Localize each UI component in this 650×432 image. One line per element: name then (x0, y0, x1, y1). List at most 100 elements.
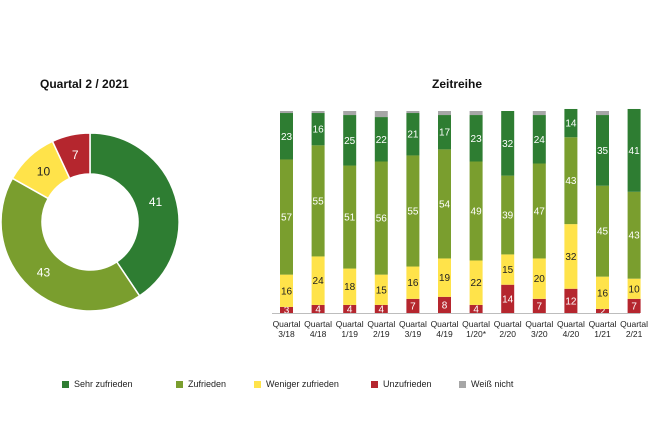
legend-swatch (254, 380, 261, 388)
bar-segment (406, 298, 420, 313)
bar-value-label: 20 (534, 274, 546, 285)
bar-value-label: 55 (313, 196, 325, 207)
bar-segment (564, 224, 578, 289)
legend: Sehr zufrieden Zufrieden Weniger zufried… (0, 379, 650, 393)
bar-segment (343, 111, 357, 116)
donut-slice-label: 41 (149, 195, 163, 209)
x-tick-label: Quartal (273, 319, 301, 329)
bar-segment (469, 161, 483, 261)
bar-value-label: 39 (502, 211, 514, 222)
bar-segment (532, 111, 546, 116)
x-tick-label: Quartal (367, 319, 395, 329)
x-tick-label: 1/19 (341, 329, 358, 339)
bar-value-label: 4 (347, 304, 353, 315)
x-tick-label: 2/19 (373, 329, 390, 339)
donut-slice (0, 177, 141, 312)
bar-segment (280, 113, 293, 160)
legend-swatch (459, 380, 466, 388)
bar-segment (532, 258, 546, 299)
donut-slice-label: 7 (72, 148, 79, 162)
bar-segment (564, 108, 578, 138)
bar-value-label: 23 (471, 134, 483, 145)
bar-value-label: 24 (534, 135, 546, 146)
bar-segment (406, 155, 420, 267)
bar-value-label: 16 (597, 288, 609, 299)
legend-item-zufrieden: Zufrieden (176, 379, 226, 389)
donut-chart: 41 43 10 7 (0, 132, 180, 312)
x-tick-label: Quartal (431, 319, 459, 329)
x-tick-label: Quartal (525, 319, 553, 329)
legend-item-weniger-zufrieden: Weniger zufrieden (254, 379, 339, 389)
bar-segment (311, 113, 325, 146)
bar-segment (343, 115, 357, 166)
legend-item-unzufrieden: Unzufrieden (371, 379, 432, 389)
bar-segment (311, 256, 325, 305)
bar-value-label: 47 (534, 206, 546, 217)
bar-value-label: 10 (629, 284, 641, 295)
bar-value-label: 41 (629, 146, 641, 157)
donut-slice-label: 10 (37, 165, 51, 179)
x-tick-label: 4/18 (310, 329, 327, 339)
x-tick-label: 3/19 (405, 329, 422, 339)
bar-value-label: 45 (597, 227, 609, 238)
bar-segment (406, 111, 420, 114)
x-tick-label: 2/20 (499, 329, 516, 339)
bar-segment (406, 266, 420, 299)
bar-value-label: 19 (439, 273, 451, 284)
x-tick-label: 2/21 (626, 329, 643, 339)
bar-segment (311, 111, 325, 114)
bar-value-label: 7 (631, 301, 637, 312)
bar-segment (280, 111, 293, 114)
bar-segment (501, 111, 515, 176)
bar-value-label: 22 (376, 135, 388, 146)
stacked-bar-chart: 3165723Quartal3/184245516Quartal4/184185… (272, 108, 648, 339)
x-tick-label: Quartal (557, 319, 585, 329)
bar-value-label: 14 (565, 119, 577, 130)
bar-segment (627, 278, 641, 299)
bar-segment (596, 111, 609, 116)
bar-value-label: 7 (410, 301, 416, 312)
bar-value-label: 35 (597, 146, 609, 157)
bar-value-label: 12 (565, 296, 577, 307)
bar-value-label: 4 (315, 304, 321, 315)
bar-value-label: 24 (313, 276, 325, 287)
bar-segment (627, 108, 641, 192)
legend-label: Sehr zufrieden (74, 379, 133, 389)
legend-label: Zufrieden (188, 379, 227, 389)
bar-segment (627, 298, 641, 313)
bar-value-label: 51 (344, 213, 356, 224)
bar-value-label: 16 (407, 278, 419, 289)
bar-value-label: 16 (281, 286, 293, 297)
x-tick-label: Quartal (620, 319, 648, 329)
bar-value-label: 55 (407, 206, 419, 217)
donut-slice-label: 43 (37, 265, 51, 279)
bar-segment (438, 258, 451, 297)
bar-segment (343, 165, 357, 269)
bar-value-label: 25 (344, 136, 356, 147)
bar-value-label: 32 (565, 252, 577, 263)
bar-segment (374, 304, 388, 313)
bar-value-label: 56 (376, 214, 388, 225)
bar-segment (596, 276, 609, 309)
bar-value-label: 43 (629, 231, 641, 242)
donut-chart-title: Quartal 2 / 2021 (40, 77, 129, 91)
legend-label: Unzufrieden (383, 379, 432, 389)
bar-value-label: 3 (284, 305, 290, 316)
bar-segment (374, 117, 388, 162)
bar-value-label: 4 (379, 304, 385, 315)
bar-value-label: 49 (471, 206, 483, 217)
legend-swatch (371, 380, 378, 388)
donut-slice (89, 132, 180, 297)
bar-segment (564, 288, 578, 313)
bar-segment (469, 111, 483, 116)
bar-segment (343, 304, 357, 313)
bar-value-label: 7 (537, 301, 543, 312)
x-tick-label: Quartal (462, 319, 490, 329)
x-tick-label: 1/20* (466, 329, 487, 339)
bar-segment (564, 137, 578, 225)
bar-segment (501, 175, 515, 255)
bar-value-label: 43 (565, 176, 577, 187)
bar-segment (374, 274, 388, 305)
x-tick-label: Quartal (399, 319, 427, 329)
